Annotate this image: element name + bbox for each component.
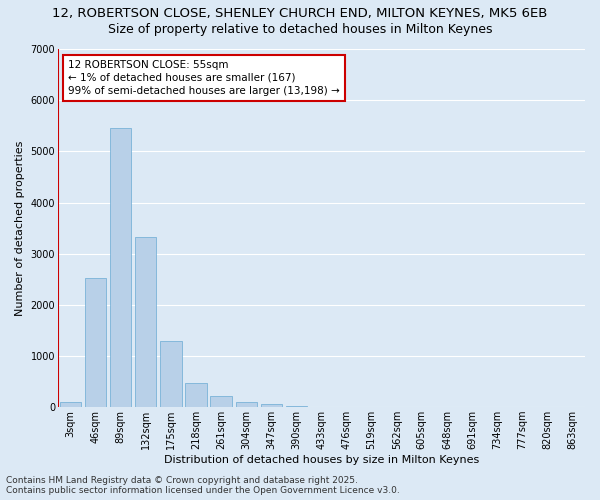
Bar bbox=[185, 383, 206, 407]
Bar bbox=[110, 128, 131, 407]
Bar bbox=[160, 341, 182, 407]
Bar bbox=[236, 402, 257, 407]
Bar bbox=[60, 402, 81, 407]
Bar bbox=[135, 237, 157, 407]
Y-axis label: Number of detached properties: Number of detached properties bbox=[15, 140, 25, 316]
Text: Contains HM Land Registry data © Crown copyright and database right 2025.
Contai: Contains HM Land Registry data © Crown c… bbox=[6, 476, 400, 495]
Bar bbox=[260, 404, 282, 407]
Text: 12, ROBERTSON CLOSE, SHENLEY CHURCH END, MILTON KEYNES, MK5 6EB: 12, ROBERTSON CLOSE, SHENLEY CHURCH END,… bbox=[52, 8, 548, 20]
Text: Size of property relative to detached houses in Milton Keynes: Size of property relative to detached ho… bbox=[108, 22, 492, 36]
Bar bbox=[85, 278, 106, 407]
Bar bbox=[311, 406, 332, 407]
Bar bbox=[211, 396, 232, 407]
Text: 12 ROBERTSON CLOSE: 55sqm
← 1% of detached houses are smaller (167)
99% of semi-: 12 ROBERTSON CLOSE: 55sqm ← 1% of detach… bbox=[68, 60, 340, 96]
Bar bbox=[286, 406, 307, 407]
X-axis label: Distribution of detached houses by size in Milton Keynes: Distribution of detached houses by size … bbox=[164, 455, 479, 465]
